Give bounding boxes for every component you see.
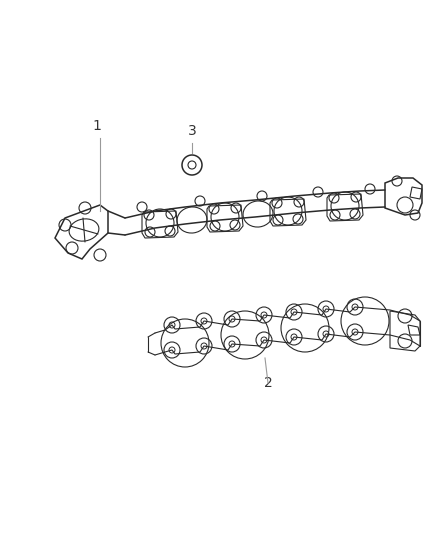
Text: 3: 3 — [187, 124, 196, 138]
Text: 2: 2 — [264, 376, 272, 390]
Text: 1: 1 — [92, 119, 102, 133]
